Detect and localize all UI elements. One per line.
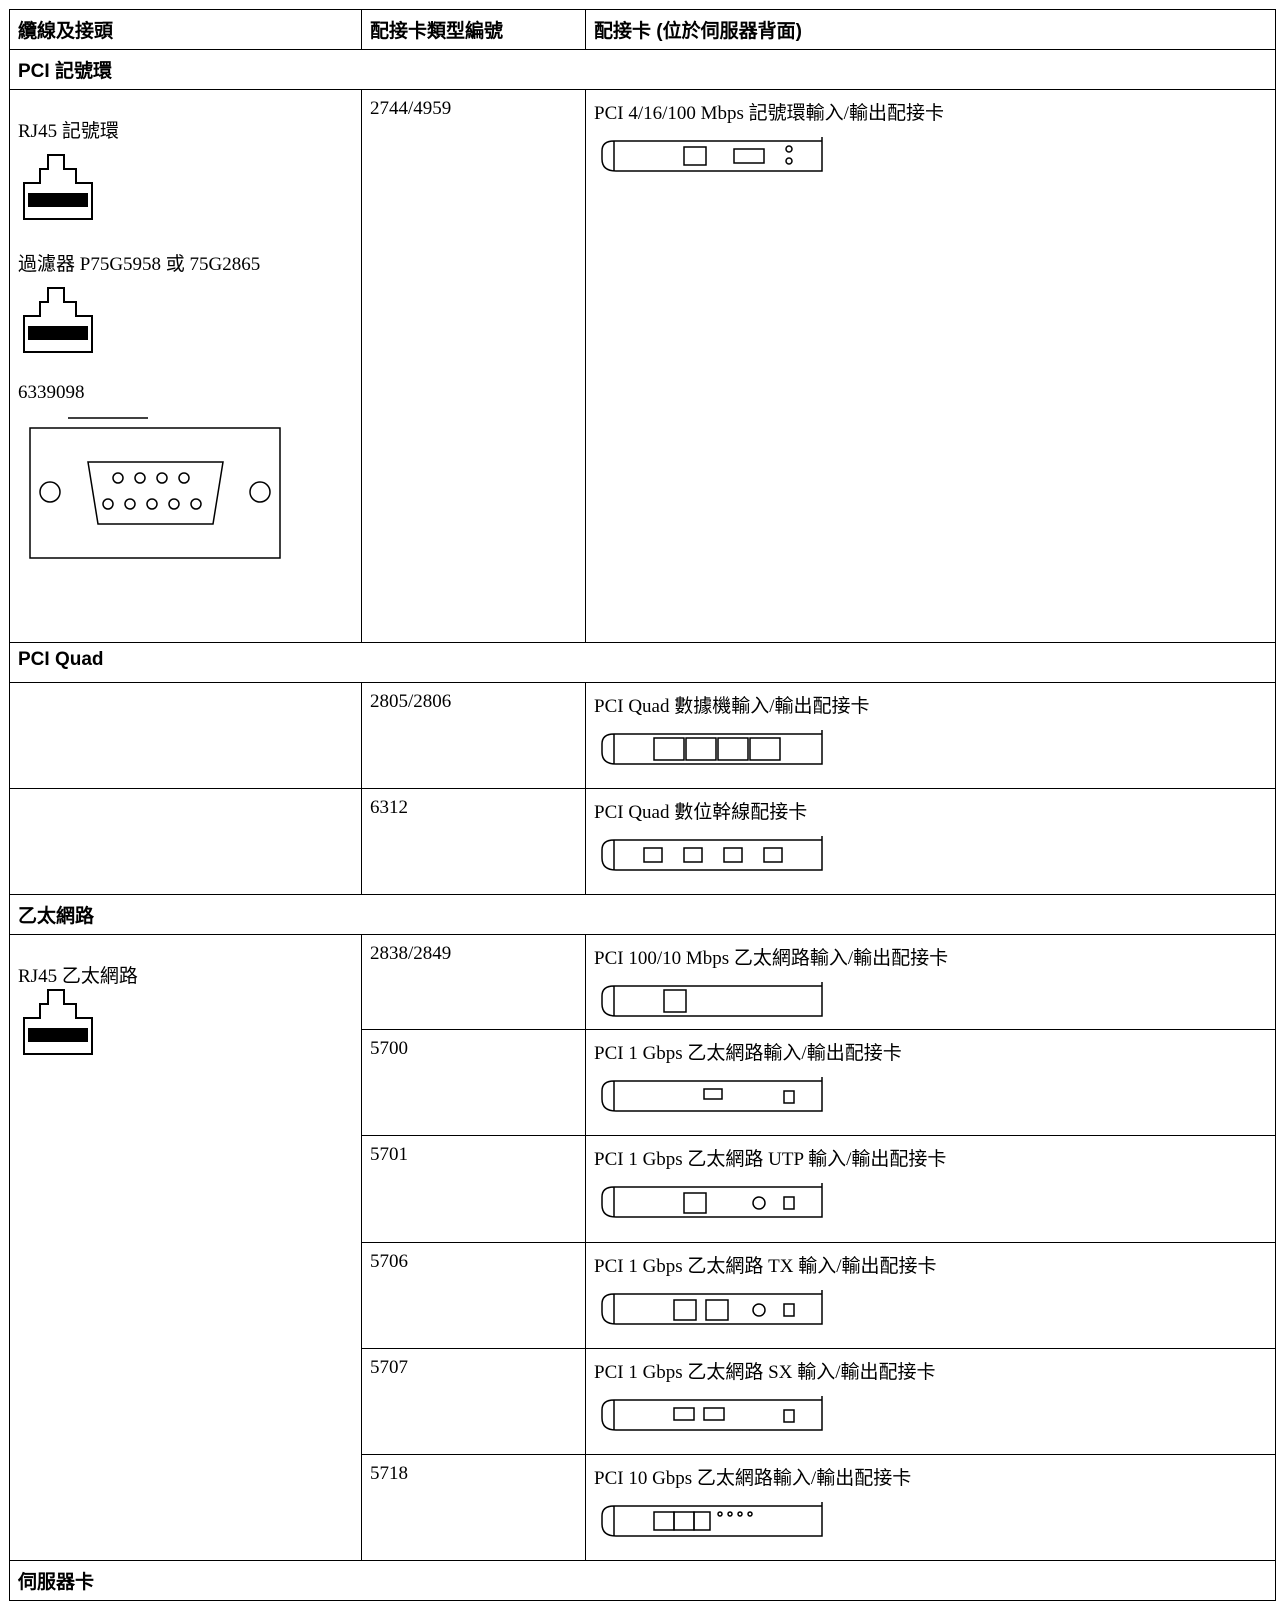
row: 5700 PCI 1 Gbps 乙太網路輸入/輸出配接卡 [10, 1029, 1276, 1136]
type-cell: 2838/2849 [361, 934, 586, 1030]
header-row: 纜線及接頭 配接卡類型編號 配接卡 (位於伺服器背面) [9, 9, 1276, 50]
adapter-label: PCI 1 Gbps 乙太網路 TX 輸入/輸出配接卡 [594, 1256, 937, 1277]
adapter-cell: PCI 100/10 Mbps 乙太網路輸入/輸出配接卡 [585, 934, 1276, 1030]
row: 5701 PCI 1 Gbps 乙太網路 UTP 輸入/輸出配接卡 [10, 1135, 1276, 1243]
card-icon [594, 1394, 834, 1434]
header-cell: 纜線及接頭 [9, 9, 362, 50]
card-icon [594, 834, 834, 874]
section-title: 伺服器卡 [9, 1560, 1276, 1601]
type-cell: 2805/2806 [361, 682, 586, 789]
cable-label: RJ45 乙太網路 [18, 966, 138, 987]
cable-cell [9, 682, 362, 789]
adapter-label: PCI 1 Gbps 乙太網路 UTP 輸入/輸出配接卡 [594, 1149, 947, 1170]
adapter-label: PCI 1 Gbps 乙太網路 SX 輸入/輸出配接卡 [594, 1362, 936, 1383]
row: 6312 PCI Quad 數位幹線配接卡 [9, 788, 1276, 895]
rj45-icon [18, 153, 98, 223]
section-title: PCI 記號環 [9, 49, 1276, 90]
card-icon [594, 1288, 834, 1328]
card-icon [594, 135, 834, 175]
adapter-cell: PCI Quad 數據機輸入/輸出配接卡 [585, 682, 1276, 789]
adapter-cell: PCI 1 Gbps 乙太網路 UTP 輸入/輸出配接卡 [585, 1135, 1276, 1243]
section-row: 伺服器卡 [9, 1560, 1276, 1601]
adapter-cell: PCI 1 Gbps 乙太網路輸入/輸出配接卡 [585, 1029, 1276, 1136]
adapter-label: PCI 10 Gbps 乙太網路輸入/輸出配接卡 [594, 1468, 912, 1489]
type-cell: 5700 [361, 1029, 586, 1136]
cable-cell [9, 788, 362, 895]
section-title: 乙太網路 [9, 894, 1276, 935]
adapter-table: 纜線及接頭 配接卡類型編號 配接卡 (位於伺服器背面) PCI 記號環 RJ45… [9, 9, 1276, 1601]
rj45-icon [18, 286, 98, 356]
row: 5706 PCI 1 Gbps 乙太網路 TX 輸入/輸出配接卡 [10, 1242, 1276, 1349]
card-icon [594, 1075, 834, 1115]
adapter-label: PCI 1 Gbps 乙太網路輸入/輸出配接卡 [594, 1043, 902, 1064]
cable-label: RJ45 記號環 [18, 121, 119, 142]
type-cell: 6312 [361, 788, 586, 895]
card-icon [594, 1500, 834, 1540]
section-row: PCI 記號環 [9, 49, 1276, 90]
adapter-cell: PCI 1 Gbps 乙太網路 TX 輸入/輸出配接卡 [585, 1242, 1276, 1349]
cable-cell: RJ45 記號環 過濾器 P75G5958 或 75G2865 6339098 [9, 89, 362, 643]
type-cell: 5701 [361, 1135, 586, 1243]
row: 2805/2806 PCI Quad 數據機輸入/輸出配接卡 [9, 682, 1276, 789]
row: RJ45 記號環 過濾器 P75G5958 或 75G2865 6339098 … [9, 89, 1276, 643]
section-row: 乙太網路 [9, 894, 1276, 935]
adapter-label: PCI Quad 數位幹線配接卡 [594, 802, 808, 823]
adapter-cell: PCI 10 Gbps 乙太網路輸入/輸出配接卡 [585, 1454, 1276, 1561]
type-cell: 5706 [361, 1242, 586, 1349]
row: 5707 PCI 1 Gbps 乙太網路 SX 輸入/輸出配接卡 [10, 1348, 1276, 1455]
adapter-cell: PCI 1 Gbps 乙太網路 SX 輸入/輸出配接卡 [585, 1348, 1276, 1455]
row: RJ45 乙太網路 2838/2849 PCI 100/10 Mbps 乙太網路… [9, 934, 1276, 1561]
adapter-label: PCI 100/10 Mbps 乙太網路輸入/輸出配接卡 [594, 948, 949, 969]
card-icon [594, 980, 834, 1020]
adapter-cell: PCI 4/16/100 Mbps 記號環輸入/輸出配接卡 [585, 89, 1276, 643]
adapter-label: PCI Quad 數據機輸入/輸出配接卡 [594, 696, 870, 717]
type-cell: 2744/4959 [361, 89, 586, 643]
db9-icon [29, 417, 281, 559]
adapter-label: PCI 4/16/100 Mbps 記號環輸入/輸出配接卡 [594, 103, 944, 124]
header-cell: 配接卡類型編號 [361, 9, 586, 50]
cable-cell: RJ45 乙太網路 [9, 934, 362, 1561]
type-cell: 5707 [361, 1348, 586, 1455]
rj45-icon [18, 988, 98, 1058]
row: 5718 PCI 10 Gbps 乙太網路輸入/輸出配接卡 [10, 1454, 1276, 1561]
card-icon [594, 728, 834, 768]
header-cell: 配接卡 (位於伺服器背面) [585, 9, 1276, 50]
section-row: PCI Quad [9, 642, 1276, 683]
type-cell: 5718 [361, 1454, 586, 1561]
cable-label: 過濾器 P75G5958 或 75G2865 [18, 254, 261, 275]
cable-label: 6339098 [18, 382, 85, 403]
section-title: PCI Quad [9, 642, 1276, 683]
card-icon [594, 1181, 834, 1221]
adapter-cell: PCI Quad 數位幹線配接卡 [585, 788, 1276, 895]
